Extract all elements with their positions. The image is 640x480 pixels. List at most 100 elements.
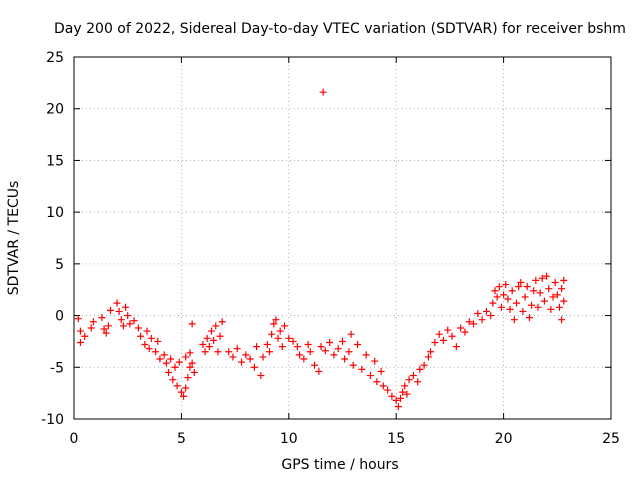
data-point [461, 328, 469, 336]
data-point [218, 318, 226, 326]
data-point [510, 316, 518, 324]
data-point [495, 283, 503, 291]
data-point [169, 376, 177, 384]
data-points [74, 88, 568, 411]
data-point [145, 345, 153, 353]
data-point [321, 347, 329, 355]
data-point [216, 332, 224, 340]
data-point [319, 88, 327, 96]
data-point [435, 330, 443, 338]
data-point [444, 326, 452, 334]
data-point [214, 348, 222, 356]
data-point [366, 372, 374, 380]
data-point [250, 363, 258, 371]
data-point [347, 330, 355, 338]
data-point [532, 276, 540, 284]
data-point [392, 396, 400, 404]
data-point [119, 322, 127, 330]
axis-ticks: 0 5 10 15 20 25 -10 -5 0 5 10 15 20 25 [41, 50, 620, 447]
data-point [113, 299, 121, 307]
data-point [551, 278, 559, 286]
data-point [246, 355, 254, 363]
data-point [182, 384, 190, 392]
data-point [186, 363, 194, 371]
data-point [330, 351, 338, 359]
data-point [530, 287, 538, 295]
data-point [512, 299, 520, 307]
data-point [549, 293, 557, 301]
data-point [345, 348, 353, 356]
data-point [545, 285, 553, 293]
data-point [416, 365, 424, 373]
data-point [358, 365, 366, 373]
data-point [508, 287, 516, 295]
data-point [543, 272, 551, 280]
y-tick-label: 20 [46, 102, 64, 118]
x-axis-label: GPS time / hours [281, 457, 398, 473]
data-point [137, 332, 145, 340]
data-point [152, 348, 160, 356]
x-tick-label: 10 [280, 431, 298, 447]
data-point [528, 301, 536, 309]
data-point [431, 338, 439, 346]
data-point [177, 388, 185, 396]
data-point [184, 374, 192, 382]
x-tick-label: 25 [602, 431, 620, 447]
data-point [315, 367, 323, 375]
data-point [373, 378, 381, 386]
data-point [306, 348, 314, 356]
data-point [388, 392, 396, 400]
data-point [165, 368, 173, 376]
data-point [180, 392, 188, 400]
data-point [506, 305, 514, 313]
data-point [525, 314, 533, 322]
data-point [536, 289, 544, 297]
data-point [497, 303, 505, 311]
y-tick-label: 5 [55, 257, 64, 273]
data-point [377, 367, 385, 375]
data-point [259, 353, 267, 361]
data-point [278, 343, 286, 351]
data-point [104, 322, 112, 330]
y-tick-label: -5 [50, 360, 64, 376]
data-point [420, 361, 428, 369]
data-point [162, 359, 170, 367]
data-point [384, 386, 392, 394]
data-point [265, 348, 273, 356]
data-point [201, 348, 209, 356]
data-point [500, 291, 508, 299]
data-point [253, 343, 261, 351]
data-point [175, 358, 183, 366]
data-point [134, 324, 142, 332]
data-point [515, 283, 523, 291]
data-point [555, 303, 563, 311]
data-point [349, 361, 357, 369]
data-point [289, 337, 297, 345]
data-point [276, 327, 284, 335]
data-point [81, 332, 89, 340]
data-point [188, 359, 196, 367]
data-point [171, 363, 179, 371]
data-point [102, 329, 110, 337]
data-point [341, 355, 349, 363]
data-point [534, 303, 542, 311]
data-point [403, 390, 411, 398]
data-point [478, 316, 486, 324]
data-point [212, 322, 220, 330]
data-point [334, 345, 342, 353]
data-point [238, 358, 246, 366]
data-point [268, 330, 276, 338]
data-point [482, 307, 490, 315]
data-point [457, 324, 465, 332]
data-point [523, 283, 531, 291]
x-tick-label: 20 [495, 431, 513, 447]
y-tick-label: 0 [55, 309, 64, 325]
data-point [98, 314, 106, 322]
data-point [304, 341, 312, 349]
data-point [560, 297, 568, 305]
data-point [502, 281, 510, 289]
data-point [489, 299, 497, 307]
data-point [107, 306, 115, 314]
data-point [521, 293, 529, 301]
data-point [311, 361, 319, 369]
